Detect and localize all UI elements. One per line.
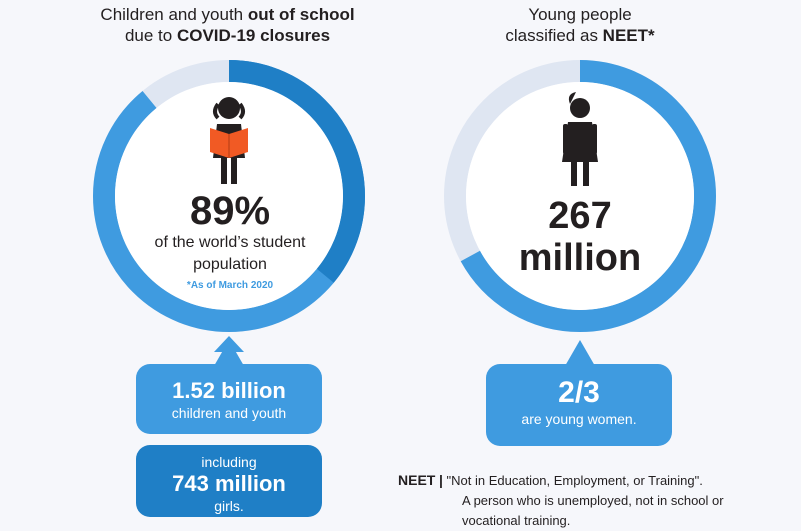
right-ring-progress — [444, 60, 716, 332]
left-heading: Children and youth out of school due to … — [60, 4, 395, 46]
left-heading-text-2: due to — [124, 26, 177, 45]
left-ring-progress-dark — [93, 60, 365, 332]
right-heading-text-1: Young people — [528, 5, 632, 24]
women-box: 2/3 are young women. — [486, 364, 672, 446]
neet-separator: | — [438, 472, 443, 488]
girl-reading-icon — [210, 97, 248, 184]
neet-unit: million — [518, 237, 642, 279]
left-heading-bold-2: COVID-19 closures — [176, 26, 331, 45]
date-note: *As of March 2020 — [186, 280, 274, 291]
right-pointer — [565, 340, 595, 366]
girls-pre: including — [201, 454, 257, 470]
billion-box: 1.52 billion children and youth — [136, 364, 322, 434]
girls-title: 743 million — [172, 471, 286, 496]
right-heading: Young people classified as NEET* — [455, 4, 705, 46]
left-ring-center — [115, 82, 343, 310]
right-ring-center — [466, 82, 694, 310]
neet-def-line-3: vocational training. — [462, 513, 571, 528]
right-ring — [444, 60, 716, 366]
billion-title: 1.52 billion — [172, 378, 286, 403]
women-title: 2/3 — [558, 376, 600, 409]
percent-description: of the world’s student population — [115, 232, 345, 276]
right-heading-bold-2: NEET* — [602, 26, 655, 45]
billion-sub: children and youth — [171, 405, 287, 421]
woman-icon — [562, 92, 598, 186]
left-pointer-fill — [214, 340, 244, 366]
left-heading-text-1: Children and youth — [100, 5, 248, 24]
percent-desc-line-1: of the world’s student — [154, 234, 306, 251]
left-heading-bold-1: out of school — [247, 5, 355, 24]
women-sub: are young women. — [521, 411, 637, 427]
percent-value: 89% — [189, 189, 271, 233]
neet-def-line-1: "Not in Education, Employment, or Traini… — [446, 473, 703, 488]
left-ring — [93, 60, 365, 366]
neet-def-line-2: A person who is unemployed, not in schoo… — [462, 493, 724, 508]
neet-number: 267 — [548, 195, 612, 237]
percent-desc-line-2: population — [193, 256, 267, 273]
neet-term: NEET — [398, 472, 436, 488]
girls-box: including 743 million girls. — [136, 445, 322, 517]
right-heading-text-2: classified as — [505, 26, 603, 45]
neet-definition: NEET | "Not in Education, Employment, or… — [398, 470, 798, 531]
girls-sub: girls. — [214, 498, 244, 514]
